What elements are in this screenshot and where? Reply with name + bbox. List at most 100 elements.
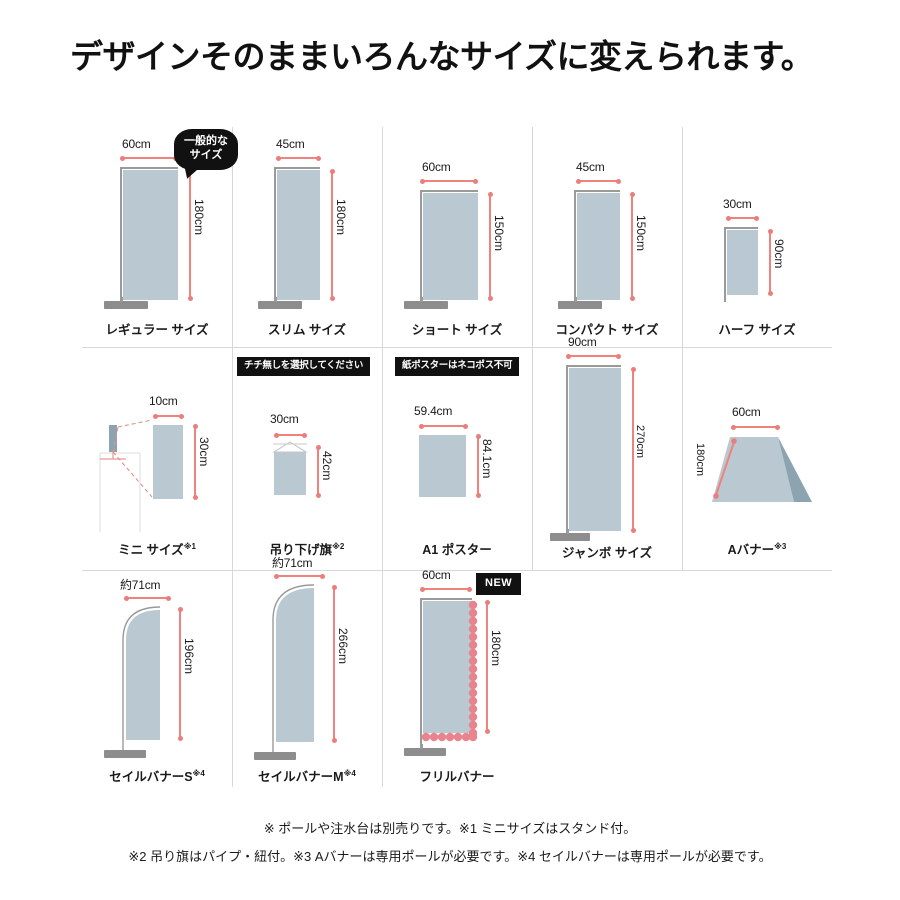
size-name: 吊り下げ旗: [269, 543, 333, 557]
dimension-label-height: 180cm: [334, 199, 348, 236]
pole-crossbar: [274, 167, 320, 169]
dimension-dot: [754, 215, 759, 221]
dimension-label-width: 60cm: [732, 405, 761, 419]
banner-panel: [123, 170, 178, 300]
size-caption: ミニ サイズ※1: [82, 539, 232, 558]
grid-divider-v2: [382, 127, 383, 347]
dimension-dot: [192, 495, 198, 500]
dimension-label-width: 45cm: [576, 160, 605, 174]
dimension-dot: [192, 424, 198, 429]
size-cell-sail-banner-m: 約71cm 266cm セイルバナーM※4: [232, 556, 382, 787]
dimension-dot: [329, 169, 335, 174]
pole-vertical: [274, 167, 276, 302]
dimension-label-height: 270cm: [634, 425, 646, 459]
desk-outline-icon: [99, 452, 141, 532]
size-cell-mini: 10cm 30cm ミニ サイズ※1: [82, 347, 232, 570]
figure-slim: 45cm 180cm: [232, 127, 382, 347]
base-plate: [104, 301, 148, 309]
footnote-line-2: ※2 吊り旗はパイプ・紐付。※3 Aバナーは専用ポールが必要です。※4 セイルバ…: [128, 849, 772, 864]
grid-divider-v1: [232, 127, 233, 347]
figure-hanging-flag: チチ無しを選択してください 30cm 42cm: [232, 347, 382, 570]
dimension-line-width: [422, 180, 476, 182]
dimension-label-height: 30cm: [197, 437, 211, 467]
dimension-label-width: 90cm: [568, 335, 597, 349]
dimension-line-width: [278, 157, 319, 159]
size-caption: A1 ポスター: [382, 539, 532, 558]
dimension-label-width: 45cm: [276, 137, 305, 151]
size-cell-a-banner: 60cm 180cm Aバナー※3: [682, 347, 832, 570]
footnote-line-1: ※ ポールや注水台は別売りです。※1 ミニサイズはスタンド付。: [263, 821, 637, 836]
dimension-label-height: 180cm: [694, 443, 706, 477]
dimension-line-height: [189, 171, 191, 299]
dimension-line-height: [486, 602, 488, 732]
pole-crossbar: [420, 598, 472, 600]
dimension-dot: [487, 296, 493, 301]
dimension-dot: [179, 413, 184, 419]
dimension-label-height: 196cm: [182, 638, 196, 675]
pole-crossbar: [574, 190, 620, 192]
dimension-dot: [726, 215, 731, 221]
dimension-line-height: [489, 194, 491, 299]
grid-divider-v9: [232, 570, 233, 787]
dimension-dot: [315, 493, 321, 498]
dimension-dot: [484, 600, 490, 605]
pole-crossbar: [566, 365, 621, 367]
figure-compact: 45cm 150cm: [532, 127, 682, 347]
size-caption: ハーフ サイズ: [682, 319, 832, 338]
mini-stand-base-icon: [100, 452, 126, 460]
figure-short: 60cm 150cm: [382, 127, 532, 347]
size-caption: セイルバナーM※4: [232, 766, 382, 785]
dimension-dot: [153, 413, 158, 419]
dimension-line-width: [122, 157, 176, 159]
grid-divider-h1: [82, 347, 832, 348]
size-cell-slim: 45cm 180cm スリム サイズ: [232, 127, 382, 347]
pole-vertical: [420, 598, 422, 753]
size-name: Aバナー: [727, 543, 775, 557]
dimension-line-height: [333, 587, 335, 741]
size-cell-sail-banner-s: 約71cm 196cm セイルバナーS※4: [82, 570, 232, 787]
size-name: ハーフ サイズ: [718, 323, 796, 337]
pole-vertical: [120, 167, 122, 302]
dimension-label-width: 60cm: [422, 568, 451, 582]
size-cell-hanging-flag: チチ無しを選択してください 30cm 42cm 吊り下げ旗※2: [232, 347, 382, 570]
dimension-line-width: [155, 415, 181, 417]
dimension-dot: [767, 229, 773, 234]
pole-vertical: [724, 227, 726, 302]
a-frame-shape-icon: [712, 437, 812, 502]
dimension-dot: [187, 169, 193, 174]
dimension-dot: [274, 573, 279, 579]
dimension-dot: [731, 424, 736, 430]
dimension-dot: [630, 528, 636, 533]
base-stem: [274, 297, 277, 302]
size-cell-compact: 45cm 150cm コンパクト サイズ: [532, 127, 682, 347]
figure-regular: 60cm 180cm 一般的な サイズ: [82, 127, 238, 347]
size-caption: スリム サイズ: [232, 319, 382, 338]
dimension-dot: [576, 178, 581, 184]
base-stem: [574, 297, 577, 302]
dimension-label-width: 60cm: [122, 137, 151, 151]
dimension-dot: [463, 423, 468, 429]
dimension-label-width: 59.4cm: [414, 404, 453, 418]
grid-divider-v3: [532, 127, 533, 347]
dimension-line-width: [568, 355, 618, 357]
leader-lines-icon: [112, 419, 153, 498]
size-cell-short: 60cm 150cm ショート サイズ: [382, 127, 532, 347]
figure-sail-banner-m: 約71cm 266cm: [232, 556, 382, 787]
dimension-dot: [274, 432, 279, 438]
banner-panel: [274, 452, 306, 495]
dimension-label-width: 30cm: [270, 412, 299, 426]
frill-edge-icon: [421, 600, 478, 742]
banner-panel: [277, 170, 320, 300]
dimension-label-height: 84.1cm: [480, 439, 494, 479]
cell-badge: チチ無しを選択してください: [237, 357, 371, 376]
figure-a-banner: 60cm 180cm: [682, 347, 832, 570]
dimension-dot: [566, 353, 571, 359]
size-name: スリム サイズ: [267, 323, 347, 337]
grid-divider-v7: [532, 347, 533, 570]
size-note: ※4: [192, 768, 205, 778]
banner-panel: [153, 425, 183, 499]
figure-half: 30cm 90cm: [682, 127, 832, 347]
banner-panel: [569, 368, 621, 531]
dimension-line-height: [631, 194, 633, 299]
